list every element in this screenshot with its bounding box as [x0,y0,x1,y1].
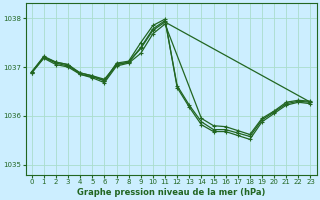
X-axis label: Graphe pression niveau de la mer (hPa): Graphe pression niveau de la mer (hPa) [77,188,265,197]
